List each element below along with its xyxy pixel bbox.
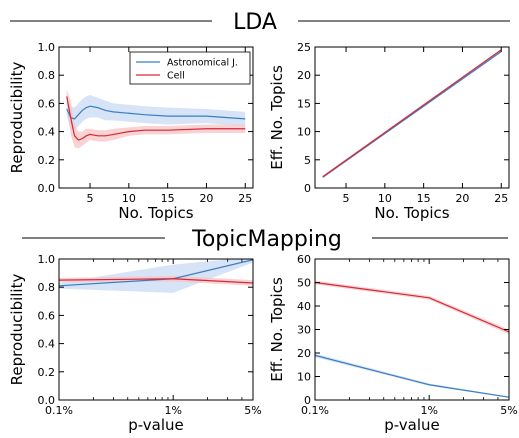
y-axis-label: Reproducibility [8, 274, 26, 386]
series-band [66, 89, 246, 149]
x-tick-label: 1% [420, 404, 437, 417]
plot-area [59, 259, 253, 293]
series-line [322, 49, 502, 178]
chart-topicmapping-eff-topics: 0.1% 1% 5% 0 10 20 30 40 50 60 p-value Eff. No. Top… [268, 253, 518, 434]
y-tick-label: 1.0 [38, 41, 56, 54]
y-tick-label: 0.2 [38, 154, 56, 167]
x-tick-label: 15 [417, 192, 431, 205]
x-tick-label: 0.1% [301, 404, 329, 417]
legend-label: Cell [167, 71, 185, 82]
y-tick-label: 5 [304, 154, 311, 167]
x-tick-label: 0.1% [45, 404, 73, 417]
plot-frame [58, 258, 254, 401]
legend-label: Astronomical J. [167, 58, 238, 69]
y-tick-label: 20 [297, 347, 311, 360]
chart-topicmapping-reproducibility: 0.1% 1% 5% 0.0 0.2 0.4 0.6 0.8 1.0 p-value Reprodu… [8, 253, 262, 434]
x-tick-label: 10 [378, 192, 392, 205]
series-band [315, 353, 509, 398]
y-tick-label: 0.0 [38, 394, 56, 407]
plot-area [322, 48, 502, 179]
series-line [66, 105, 246, 120]
series-band [59, 259, 253, 293]
y-tick-label: 1.0 [38, 253, 56, 266]
legend: Astronomical J. Cell [129, 51, 251, 85]
x-tick-label: 20 [455, 192, 469, 205]
chart-lda-reproducibility: 5 10 15 20 25 0.0 0.2 0.4 0.6 0.8 1.0 No. Topics Rep… [8, 41, 254, 222]
x-axis-label: No. Topics [118, 204, 193, 222]
x-tick-label: 5 [87, 192, 94, 205]
plot-area [315, 280, 509, 398]
series-line [59, 278, 253, 284]
y-tick-label: 20 [297, 69, 311, 82]
x-tick-label: 25 [494, 192, 508, 205]
y-tick-label: 15 [297, 97, 311, 110]
y-tick-label: 0 [304, 394, 311, 407]
plot-frame [314, 46, 510, 189]
y-tick-label: 0.2 [38, 366, 56, 379]
x-tick-label: 5% [500, 404, 517, 417]
y-tick-label: 0.6 [38, 97, 56, 110]
y-tick-label: 0 [304, 182, 311, 195]
section-header-lda: LDA [10, 10, 510, 35]
x-tick-label: 20 [199, 192, 213, 205]
x-axis-label: p-value [384, 416, 440, 434]
x-tick-label: 15 [161, 192, 175, 205]
legend-box [129, 51, 251, 85]
x-tick-label: 10 [122, 192, 136, 205]
section-header-topicmapping: TopicMapping [22, 227, 508, 252]
y-tick-label: 40 [297, 300, 311, 313]
series-line [66, 96, 246, 141]
series-line [315, 281, 509, 333]
y-axis-label: Eff. No. Topics [268, 277, 286, 382]
series-line [322, 51, 502, 178]
series-line [315, 354, 509, 398]
y-tick-label: 0.8 [38, 69, 56, 82]
y-tick-label: 50 [297, 277, 311, 290]
series-band [66, 94, 246, 131]
x-axis-label: p-value [128, 416, 184, 434]
series-band [315, 280, 509, 335]
y-tick-label: 0.4 [38, 338, 56, 351]
y-axis-label: Reproducibility [8, 62, 26, 174]
y-axis-label: Eff. No. Topics [268, 65, 286, 170]
y-tick-label: 60 [297, 253, 311, 266]
y-tick-label: 10 [297, 371, 311, 384]
section-title: LDA [233, 10, 277, 35]
y-tick-label: 25 [297, 41, 311, 54]
x-tick-label: 5% [244, 404, 261, 417]
y-tick-label: 0.4 [38, 126, 56, 139]
y-tick-label: 10 [297, 126, 311, 139]
y-tick-label: 0.0 [38, 182, 56, 195]
section-title: TopicMapping [191, 227, 342, 252]
chart-lda-eff-topics: 5 10 15 20 25 0 5 10 15 20 25 No. Topics Eff. No. To… [268, 41, 510, 222]
plot-frame [314, 258, 510, 401]
x-tick-label: 25 [238, 192, 252, 205]
plot-frame [58, 46, 254, 189]
plot-area [66, 89, 246, 149]
x-axis-label: No. Topics [374, 204, 449, 222]
y-tick-label: 0.6 [38, 309, 56, 322]
x-tick-label: 1% [164, 404, 181, 417]
y-tick-label: 0.8 [38, 281, 56, 294]
series-band [59, 275, 253, 286]
x-tick-label: 5 [343, 192, 350, 205]
y-tick-label: 30 [297, 324, 311, 337]
